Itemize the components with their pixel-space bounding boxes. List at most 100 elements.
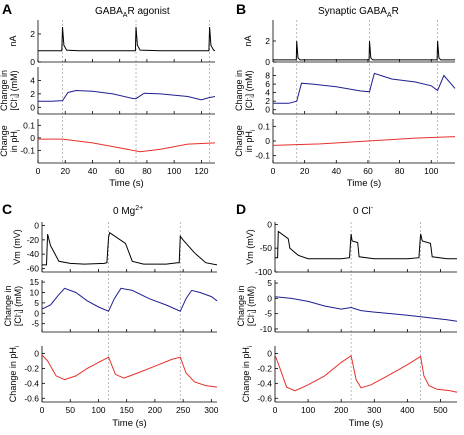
ylabel-d-ph: Change in pHi — [241, 346, 254, 402]
ylabel-b-ph-line2: in pHi — [244, 130, 257, 152]
ytick-label-c-vm-0: -60 — [27, 263, 40, 273]
ytick-label-a-ph-1: 0 — [30, 133, 35, 143]
ylabel-b-cl-line2-part-2: i — [250, 96, 256, 97]
ytick-label-d-chloride-2: 0 — [267, 293, 272, 303]
series-line-a-chloride — [38, 89, 216, 102]
series-line-b-ph — [272, 136, 456, 146]
ytick-label-b-chloride-0: 0 — [265, 105, 270, 115]
ytick-label-d-vm-1: -50 — [260, 243, 273, 253]
ylabel-d-cl-line2: [Cl-i] (mM) — [246, 286, 258, 326]
series-line-c-chloride — [41, 287, 218, 312]
series-line-c-vm — [42, 231, 218, 266]
ytick-label-c-chloride-3: 10 — [30, 287, 40, 297]
xlabel-b: Time (s) — [347, 178, 381, 189]
ylabel-a-cl-line1: Change in — [0, 70, 9, 111]
ylabel-d-cl-line2-part-2: i — [252, 312, 258, 313]
ytick-label-a-chloride-0: 0 — [30, 102, 35, 112]
series-line-d-chloride — [274, 296, 458, 322]
panel-title-c-sup: 2+ — [135, 205, 143, 212]
xtick-label-b-1: 20 — [300, 166, 310, 176]
ytick-label-c-vm-2: -20 — [27, 235, 40, 245]
ylabel-b-ph-line2-part-0: in pH — [244, 131, 254, 152]
xlabel-d: Time (s) — [349, 418, 383, 429]
panel-letter-c: C — [2, 201, 12, 217]
xtick-label-b-2: 40 — [332, 166, 342, 176]
ylabel-c-cl-line2-part-0: [Cl — [13, 315, 23, 326]
xtick-label-d-0: 0 — [273, 405, 278, 415]
ytick-label-a-ph-0: -0.1 — [20, 145, 35, 155]
ylabel-a-ph-line2: in pHi — [9, 130, 22, 152]
xtick-label-a-4: 80 — [142, 166, 152, 176]
xtick-label-d-4: 400 — [400, 405, 414, 415]
ytick-label-a-chloride-2: 4 — [30, 75, 35, 85]
ylabel-d-ph-part-0: Change in pH — [241, 347, 251, 402]
series-line-d-vm — [275, 230, 457, 260]
ytick-label-b-chloride-2: 4 — [265, 88, 270, 98]
ylabel-b-cl-line2: [Cl-i] (mM) — [244, 70, 256, 110]
ytick-label-c-ph-1: -0.4 — [24, 378, 39, 388]
ylabel-c-ph: Change in pHi — [8, 346, 21, 402]
ylabel-d-cl-line1: Change in — [236, 285, 246, 326]
xtick-label-c-2: 100 — [91, 405, 105, 415]
panel-letter-d: D — [236, 201, 246, 217]
panel-title-a-rest: R agonist — [127, 6, 169, 17]
xtick-label-a-1: 20 — [60, 166, 70, 176]
xtick-label-a-6: 120 — [194, 166, 208, 176]
series-line-a-current — [38, 26, 216, 52]
ylabel-a-ph-line1: Change — [0, 125, 9, 157]
ylabel-c-cl-line1: Change in — [3, 285, 13, 326]
xtick-label-c-1: 50 — [65, 405, 75, 415]
ylabel-b-cl-line2-part-0: [Cl — [244, 100, 254, 111]
ylabel-b-ph-line2-part-1: i — [251, 130, 257, 131]
series-line-a-ph — [38, 138, 216, 153]
xtick-label-d-5: 500 — [433, 405, 447, 415]
ylabel-a-cl-line2-part-3: ] (mM) — [9, 70, 19, 96]
ytick-label-c-chloride-4: 15 — [30, 277, 40, 287]
ylabel-b-current: nA — [243, 35, 253, 46]
ytick-label-a-current-0: 0 — [30, 57, 35, 67]
ylabel-a-cl-line2-part-2: i — [15, 96, 21, 97]
panel-title-a-main: GABA — [95, 6, 123, 17]
ytick-label-b-ph-1: 0 — [265, 136, 270, 146]
panel-title-b-rest: R — [392, 6, 399, 17]
ytick-label-a-chloride-1: 2 — [30, 89, 35, 99]
xtick-label-d-2: 200 — [334, 405, 348, 415]
ytick-label-c-chloride-1: 0 — [34, 308, 39, 318]
ylabel-d-cl-line2-part-3: ] (mM) — [246, 286, 256, 312]
ylabel-c-ph-part-0: Change in pH — [8, 347, 18, 402]
xtick-label-c-6: 300 — [204, 405, 218, 415]
xlabel-c: Time (s) — [112, 418, 146, 429]
xtick-label-b-0: 0 — [271, 166, 276, 176]
ylabel-c-cl-line2: [Cl-i] (mM) — [13, 286, 25, 326]
ytick-label-c-vm-1: -40 — [27, 249, 40, 259]
xtick-label-c-0: 0 — [40, 405, 45, 415]
xtick-label-a-3: 60 — [115, 166, 125, 176]
xlabel-a: Time (s) — [109, 178, 143, 189]
xtick-label-d-3: 300 — [367, 405, 381, 415]
ylabel-a-cl-line2: [Cl-i] (mM) — [9, 70, 21, 110]
ylabel-c-cl-line2-part-3: ] (mM) — [13, 286, 23, 312]
ytick-label-b-chloride-4: 8 — [265, 71, 270, 81]
ytick-label-d-chloride-0: -10 — [260, 324, 273, 334]
ytick-label-d-ph-0: -0.6 — [257, 393, 272, 403]
ytick-label-c-ph-0: -0.6 — [24, 393, 39, 403]
ylabel-d-ph-part-1: i — [248, 346, 254, 347]
panel-title-d-main: 0 Cl — [353, 206, 371, 217]
ytick-label-a-current-1: 2 — [30, 29, 35, 39]
panel-title-b: Synaptic GABAAR — [318, 6, 399, 19]
panel-title-a-sub: A — [123, 12, 128, 19]
ylabel-a-cl-line2-part-0: [Cl — [9, 100, 19, 111]
ylabel-a-current: nA — [8, 35, 18, 46]
ytick-label-b-current-0: 0 — [265, 57, 270, 67]
ytick-label-d-chloride-1: -5 — [264, 309, 272, 319]
xtick-label-d-1: 100 — [301, 405, 315, 415]
ylabel-c-cl-line2-part-1: - — [14, 313, 20, 315]
ylabel-d-cl-line2-part-0: [Cl — [246, 315, 256, 326]
ytick-label-b-chloride-1: 2 — [265, 96, 270, 106]
panel-letter-a: A — [2, 1, 12, 17]
ytick-label-c-ph-2: -0.2 — [24, 363, 39, 373]
